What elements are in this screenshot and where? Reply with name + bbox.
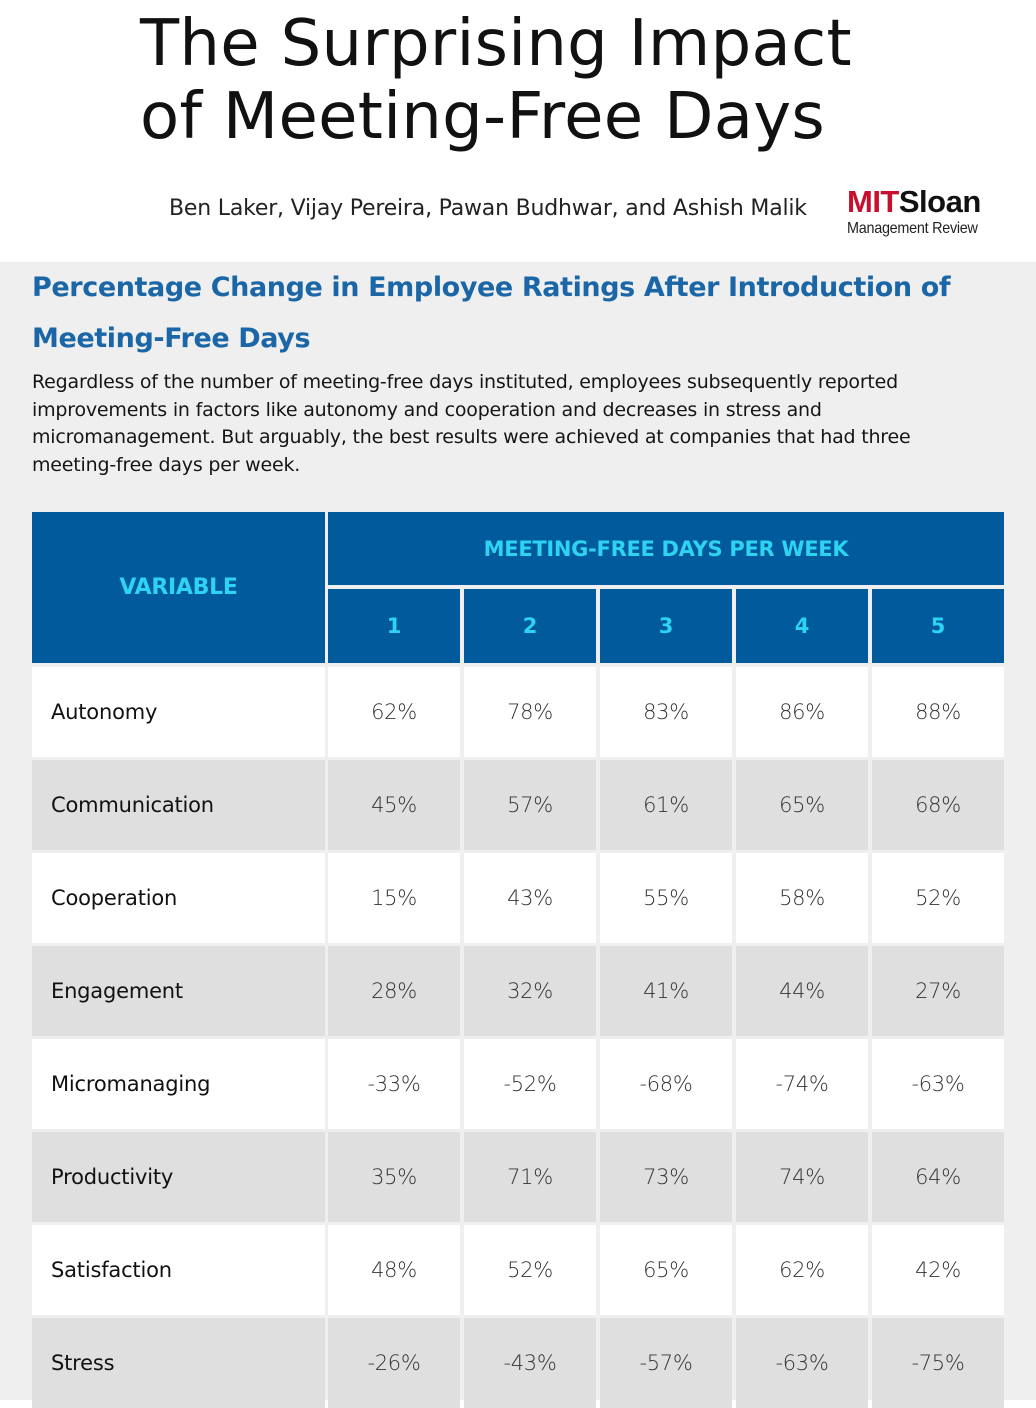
variable-cell: Cooperation [32, 853, 325, 943]
value-cell: 58% [736, 853, 868, 943]
value-cell: 86% [736, 667, 868, 757]
mit-sloan-logo: MITSloan Management Review [847, 185, 1007, 237]
variable-cell: Engagement [32, 946, 325, 1036]
day-column-header: 5 [872, 589, 1004, 663]
value-cell: -68% [600, 1039, 732, 1129]
value-cell: 62% [328, 667, 460, 757]
value-cell: -63% [736, 1318, 868, 1408]
authors-byline: Ben Laker, Vijay Pereira, Pawan Budhwar,… [169, 196, 807, 221]
value-cell: 42% [872, 1225, 1004, 1315]
day-column-header: 4 [736, 589, 868, 663]
logo-mit-text: MIT [847, 184, 899, 219]
table-description: Regardless of the number of meeting-free… [32, 371, 911, 476]
day-column-header: 2 [464, 589, 596, 663]
variable-cell: Productivity [32, 1132, 325, 1222]
day-column-header: 3 [600, 589, 732, 663]
value-cell: 27% [872, 946, 1004, 1036]
value-cell: 65% [736, 760, 868, 850]
value-cell: 48% [328, 1225, 460, 1315]
value-cell: 45% [328, 760, 460, 850]
variable-column-header: VARIABLE [32, 512, 325, 663]
value-cell: 73% [600, 1132, 732, 1222]
day-column-header: 1 [328, 589, 460, 663]
value-cell: -63% [872, 1039, 1004, 1129]
value-cell: 44% [736, 946, 868, 1036]
value-cell: -26% [328, 1318, 460, 1408]
value-cell: 65% [600, 1225, 732, 1315]
value-cell: 74% [736, 1132, 868, 1222]
value-cell: -33% [328, 1039, 460, 1129]
variable-cell: Stress [32, 1318, 325, 1408]
value-cell: 32% [464, 946, 596, 1036]
article-title: The Surprising Impact of Meeting-Free Da… [140, 8, 852, 154]
value-cell: 61% [600, 760, 732, 850]
meeting-free-days-header: MEETING-FREE DAYS PER WEEK [328, 512, 1004, 585]
variable-cell: Communication [32, 760, 325, 850]
value-cell: 62% [736, 1225, 868, 1315]
logo-subtitle: Management Review [847, 220, 978, 237]
table-subtitle: Percentage Change in Employee Ratings Af… [32, 272, 951, 354]
value-cell: -57% [600, 1318, 732, 1408]
value-cell: 55% [600, 853, 732, 943]
value-cell: 28% [328, 946, 460, 1036]
title-line-2: of Meeting-Free Days [140, 80, 826, 154]
variable-cell: Satisfaction [32, 1225, 325, 1315]
value-cell: 35% [328, 1132, 460, 1222]
value-cell: 41% [600, 946, 732, 1036]
value-cell: 71% [464, 1132, 596, 1222]
value-cell: -43% [464, 1318, 596, 1408]
title-line-1: The Surprising Impact [140, 7, 852, 81]
value-cell: 57% [464, 760, 596, 850]
value-cell: 83% [600, 667, 732, 757]
variable-cell: Micromanaging [32, 1039, 325, 1129]
value-cell: 43% [464, 853, 596, 943]
variable-cell: Autonomy [32, 667, 325, 757]
value-cell: 88% [872, 667, 1004, 757]
value-cell: 52% [464, 1225, 596, 1315]
value-cell: -52% [464, 1039, 596, 1129]
value-cell: 78% [464, 667, 596, 757]
value-cell: -74% [736, 1039, 868, 1129]
article-header: The Surprising Impact of Meeting-Free Da… [0, 0, 1036, 262]
value-cell: -75% [872, 1318, 1004, 1408]
value-cell: 52% [872, 853, 1004, 943]
value-cell: 64% [872, 1132, 1004, 1222]
value-cell: 15% [328, 853, 460, 943]
value-cell: 68% [872, 760, 1004, 850]
logo-sloan-text: Sloan [898, 184, 981, 219]
